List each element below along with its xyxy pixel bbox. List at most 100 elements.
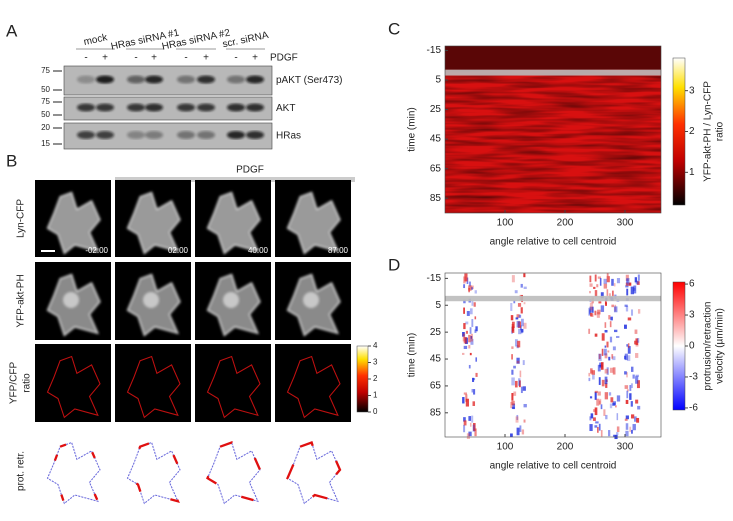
velocity-streak [630, 309, 634, 316]
velocity-streak [605, 382, 608, 388]
velocity-streak [637, 405, 641, 410]
micrograph: 02:00 [115, 180, 191, 257]
velocity-streak [624, 324, 627, 329]
image-bg [35, 344, 111, 422]
velocity-streak [520, 307, 523, 314]
velocity-streak [516, 360, 520, 364]
micrograph: 87:00 [275, 180, 351, 257]
velocity-streak [630, 383, 633, 389]
velocity-streak [608, 430, 611, 437]
micrograph [275, 430, 351, 512]
velocity-streak [511, 275, 515, 283]
colorbar-tick-label: -3 [689, 372, 698, 383]
velocity-streak [606, 341, 609, 348]
velocity-streak [626, 278, 629, 284]
velocity-streak [599, 278, 602, 286]
blot-band [227, 131, 245, 139]
velocity-streak [629, 426, 632, 432]
velocity-streak [612, 356, 616, 361]
velocity-streak [596, 284, 599, 288]
image-bg [195, 430, 271, 512]
velocity-streak [471, 319, 474, 327]
velocity-streak [637, 338, 640, 343]
micrograph [35, 430, 111, 512]
velocity-streak [465, 394, 468, 402]
velocity-streak [596, 311, 600, 318]
image-bg [115, 430, 191, 512]
panel-label: A [6, 21, 18, 40]
velocity-streak [606, 367, 609, 375]
velocity-streak [593, 409, 596, 412]
velocity-streak [468, 334, 471, 343]
velocity-streak [516, 414, 519, 420]
velocity-streak [598, 400, 601, 405]
velocity-streak [521, 328, 524, 333]
plot-frame [444, 272, 662, 438]
velocity-streak [612, 346, 616, 351]
velocity-streak [474, 290, 477, 294]
micrograph [35, 344, 111, 422]
velocity-streak [612, 402, 616, 406]
velocity-streak [470, 287, 474, 290]
velocity-streak [591, 370, 596, 375]
velocity-streak [630, 366, 634, 372]
velocity-streak [631, 429, 633, 434]
colorbar-label: protrusion/retraction [703, 302, 714, 391]
velocity-streak [604, 353, 608, 359]
velocity-streak [513, 300, 516, 304]
velocity-streak [611, 354, 614, 359]
velocity-streak [625, 430, 629, 437]
velocity-streak [616, 278, 621, 284]
velocity-streak [629, 393, 632, 400]
velocity-streak [614, 329, 618, 333]
velocity-streak [635, 280, 639, 285]
velocity-streak [611, 304, 614, 308]
velocity-streak [523, 322, 527, 329]
velocity-streak [594, 407, 598, 416]
velocity-streak [627, 317, 632, 321]
velocity-streak [463, 307, 465, 314]
velocity-streak [519, 370, 522, 378]
velocity-streak [594, 391, 597, 400]
blot-band [96, 131, 114, 139]
velocity-streak [511, 406, 515, 409]
velocity-streak [597, 276, 602, 279]
velocity-streak [598, 353, 602, 361]
velocity-streak [464, 273, 468, 282]
velocity-streak [520, 283, 523, 288]
velocity-streak [625, 423, 629, 430]
colorbar-tick-label: 0 [373, 407, 378, 416]
velocity-streak [510, 302, 513, 311]
velocity-streak [520, 386, 523, 394]
velocity-streak [612, 367, 616, 375]
velocity-streak [609, 336, 613, 343]
stimulus-band [445, 69, 661, 76]
velocity-streak [628, 282, 632, 286]
row-label: Lyn-CFP [16, 199, 27, 238]
colorbar-label: ratio [715, 121, 726, 141]
row-label: YFP-akt-PH [16, 274, 27, 327]
velocity-streak [601, 333, 605, 341]
velocity-streak [469, 308, 473, 315]
velocity-streak [592, 374, 595, 380]
velocity-streak [589, 283, 593, 287]
velocity-streak [635, 353, 639, 358]
velocity-streak [522, 386, 526, 391]
velocity-streak [606, 273, 609, 277]
colorbar-tick-label: -6 [689, 403, 698, 414]
y-tick-label: 5 [435, 300, 441, 311]
treatment-sign: + [203, 53, 209, 64]
velocity-streak [588, 372, 591, 377]
velocity-streak [589, 416, 592, 421]
velocity-streak [463, 417, 466, 422]
nucleus [223, 292, 239, 308]
velocity-streak [616, 426, 620, 432]
velocity-streak [630, 401, 633, 407]
colorbar-tick-label: 3 [689, 310, 695, 321]
velocity-streak [626, 344, 629, 347]
velocity-streak [475, 326, 478, 332]
velocity-streak [522, 360, 525, 366]
velocity-streak [608, 356, 611, 361]
velocity-streak [632, 424, 636, 431]
